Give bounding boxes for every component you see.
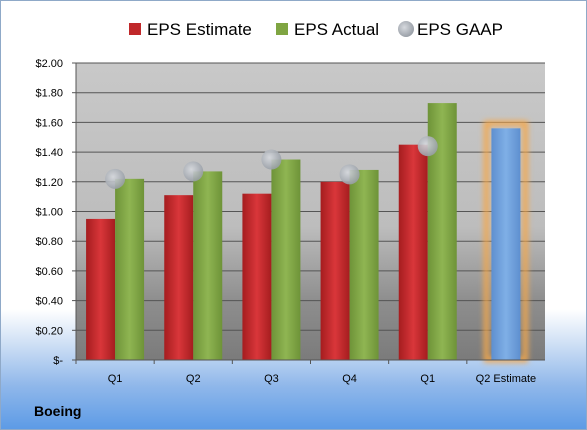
bar-eps-estimate — [398, 144, 428, 360]
legend-swatch — [276, 23, 288, 35]
legend-label: EPS Estimate — [147, 20, 252, 39]
y-tick-label: $1.60 — [35, 117, 63, 129]
y-tick-label: $0.40 — [35, 296, 63, 308]
bars — [86, 103, 528, 363]
y-tick-label: $1.80 — [35, 88, 63, 100]
company-name: Boeing — [34, 403, 82, 419]
x-tick-label: Q3 — [264, 373, 279, 385]
gridlines — [76, 62, 545, 361]
y-tick-label: $1.40 — [35, 147, 63, 159]
legend-swatch — [398, 21, 414, 37]
bar-eps-estimate — [86, 218, 116, 360]
y-axis: $- $0.20 $0.40 $0.60 $0.80 $1.00 $1.20 $1.40 $1.… — [35, 58, 77, 367]
bar-eps-actual — [115, 178, 145, 360]
legend-swatch — [129, 23, 141, 35]
x-tick-label: Q1 — [108, 373, 123, 385]
y-tick-label: $1.20 — [35, 177, 63, 189]
y-tick-label: $1.00 — [35, 207, 63, 219]
bar-eps-estimate — [242, 193, 272, 360]
bar-eps-estimate — [164, 195, 194, 360]
bar-eps-actual — [349, 169, 379, 360]
y-tick-label: $0.80 — [35, 236, 63, 248]
marker-eps-gaap — [339, 164, 360, 185]
marker-eps-gaap — [417, 136, 438, 157]
marker-eps-gaap — [261, 149, 282, 170]
marker-eps-gaap — [105, 168, 126, 189]
gaap-markers — [105, 136, 438, 189]
legend: EPS Estimate EPS Actual EPS GAAP — [129, 20, 503, 39]
y-tick-label: $2.00 — [35, 58, 63, 70]
bar-eps-actual — [193, 171, 223, 360]
bar-eps-actual — [271, 159, 301, 360]
bar-q2-estimate — [491, 128, 521, 360]
x-tick-label: Q4 — [342, 373, 357, 385]
y-tick-label: $0.20 — [35, 325, 63, 337]
marker-eps-gaap — [183, 161, 204, 182]
x-tick-label: Q1 — [420, 373, 435, 385]
legend-label: EPS Actual — [294, 20, 379, 39]
y-tick-label: $0.60 — [35, 266, 63, 278]
x-tick-label: Q2 — [186, 373, 201, 385]
bar-eps-estimate — [320, 181, 350, 360]
x-axis: Q1 Q2 Q3 Q4 Q1 Q2 Estimate — [75, 359, 545, 385]
legend-label: EPS GAAP — [417, 20, 503, 39]
y-tick-label: $- — [53, 355, 63, 367]
x-tick-label: Q2 Estimate — [476, 373, 537, 385]
